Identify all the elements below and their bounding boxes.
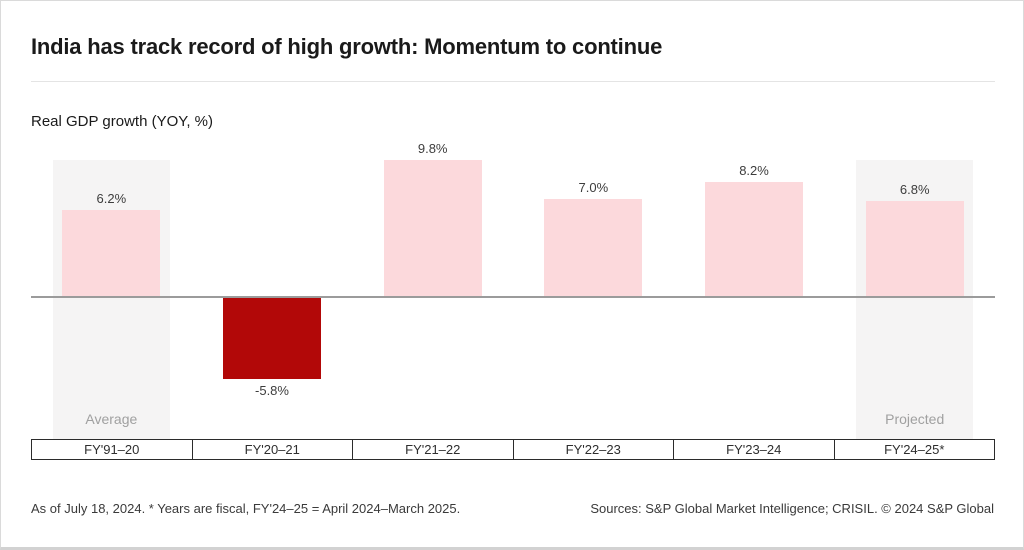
page-title: India has track record of high growth: M…: [31, 34, 663, 59]
bar-value-label: -5.8%: [255, 382, 289, 398]
bar-positive: [705, 182, 804, 296]
column-note-label: Average: [85, 411, 138, 427]
chart-column: 8.2%: [674, 139, 835, 439]
highlight-background: [52, 160, 170, 439]
source-attribution: Sources: S&P Global Market Intelligence;…: [590, 501, 994, 516]
chart-column: 6.2% Average: [31, 139, 192, 439]
bar-positive: [62, 209, 161, 296]
bar-value-label: 6.2%: [96, 190, 127, 206]
x-axis: FY'91–20 FY'20–21 FY'21–22 FY'22–23 FY'23–24…: [31, 439, 995, 460]
column-note-label: Projected: [885, 411, 945, 427]
bar-value-label: 6.8%: [899, 182, 930, 198]
x-axis-label: FY'24–25*: [833, 440, 995, 459]
x-axis-label: FY'22–23: [512, 440, 674, 459]
footnote: As of July 18, 2024. * Years are fiscal,…: [31, 501, 461, 516]
bar-positive: [383, 159, 482, 296]
chart-column: 7.0%: [513, 139, 674, 439]
chart-columns: 6.2% Average -5.8% 9.8% 7.0% 8.2% 6.8% Projecte…: [31, 139, 995, 439]
bar-positive: [865, 201, 964, 296]
x-axis-label: FY'91–20: [84, 442, 140, 457]
bar-value-label: 7.0%: [578, 179, 609, 195]
bar-value-label: 8.2%: [739, 163, 769, 179]
plot-area: 6.2% Average -5.8% 9.8% 7.0% 8.2% 6.8% Projecte…: [31, 139, 995, 439]
gdp-growth-bar-chart: 6.2% Average -5.8% 9.8% 7.0% 8.2% 6.8% Projecte…: [31, 139, 995, 460]
bar-value-label: 9.8%: [417, 140, 448, 156]
chart-column: 6.8% Projected: [834, 139, 995, 439]
bar-negative: [223, 298, 321, 379]
x-axis-label: FY'23–24: [673, 440, 834, 459]
x-axis-label: FY'20–21: [191, 440, 353, 459]
zero-axis-line: [31, 296, 995, 298]
chart-column: -5.8%: [192, 139, 353, 439]
chart-subtitle: Real GDP growth (YOY, %): [31, 113, 214, 130]
bar-positive: [544, 198, 643, 296]
x-axis-label: FY'21–22: [352, 440, 513, 459]
chart-column: 9.8%: [352, 139, 513, 439]
title-divider: [31, 81, 995, 82]
